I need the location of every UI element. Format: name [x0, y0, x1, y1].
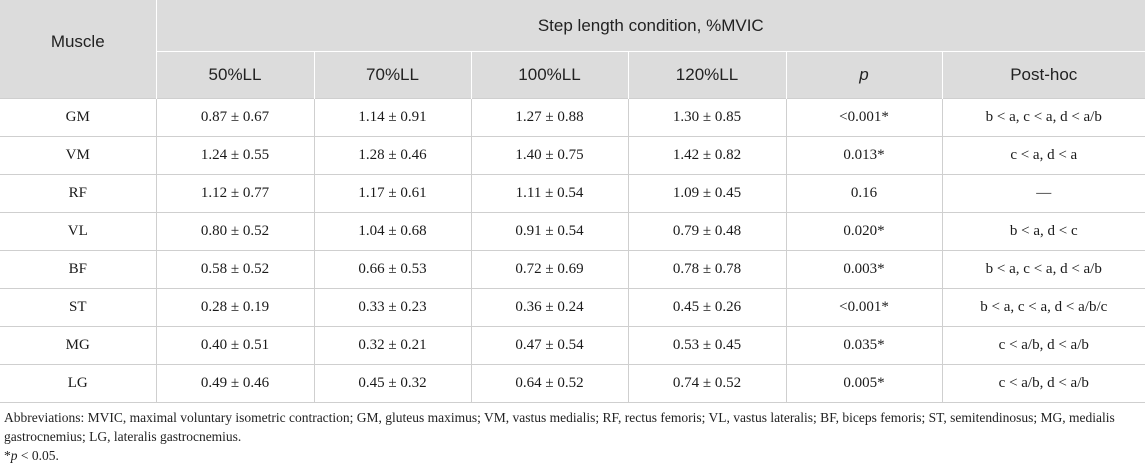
header-columns-row: 50%LL 70%LL 100%LL 120%LL p Post-hoc — [0, 51, 1145, 99]
cell-120ll: 1.30 ± 0.85 — [628, 98, 787, 137]
cell-muscle: MG — [0, 326, 157, 365]
cell-120ll: 0.74 ± 0.52 — [628, 364, 787, 403]
cell-70ll: 1.14 ± 0.91 — [314, 98, 472, 137]
cell-p: 0.035* — [786, 326, 943, 365]
table-header: Muscle Step length condition, %MVIC 50%L… — [0, 0, 1145, 99]
group-header-step-length: Step length condition, %MVIC — [156, 0, 1145, 52]
cell-100ll: 0.72 ± 0.69 — [471, 250, 629, 289]
results-table: Muscle Step length condition, %MVIC 50%L… — [0, 0, 1145, 403]
cell-posthoc: b < a, d < c — [942, 212, 1145, 251]
cell-50ll: 0.49 ± 0.46 — [156, 364, 315, 403]
cell-50ll: 0.40 ± 0.51 — [156, 326, 315, 365]
cell-posthoc: b < a, c < a, d < a/b — [942, 250, 1145, 289]
cell-posthoc: — — [942, 174, 1145, 213]
significance-star: * — [4, 448, 11, 463]
cell-50ll: 1.24 ± 0.55 — [156, 136, 315, 175]
table-row: MG 0.40 ± 0.51 0.32 ± 0.21 0.47 ± 0.54 0… — [0, 326, 1145, 365]
cell-muscle: GM — [0, 98, 157, 137]
column-header-p: p — [786, 51, 943, 99]
cell-muscle: ST — [0, 288, 157, 327]
cell-100ll: 0.64 ± 0.52 — [471, 364, 629, 403]
column-header-100ll: 100%LL — [471, 51, 629, 99]
column-header-70ll: 70%LL — [314, 51, 472, 99]
cell-70ll: 1.17 ± 0.61 — [314, 174, 472, 213]
table-row: ST 0.28 ± 0.19 0.33 ± 0.23 0.36 ± 0.24 0… — [0, 288, 1145, 327]
significance-threshold: < 0.05. — [17, 448, 59, 463]
cell-50ll: 0.28 ± 0.19 — [156, 288, 315, 327]
column-header-50ll: 50%LL — [156, 51, 315, 99]
table-row: VM 1.24 ± 0.55 1.28 ± 0.46 1.40 ± 0.75 1… — [0, 136, 1145, 175]
cell-p: <0.001* — [786, 98, 943, 137]
cell-70ll: 0.33 ± 0.23 — [314, 288, 472, 327]
cell-120ll: 1.42 ± 0.82 — [628, 136, 787, 175]
cell-p: <0.001* — [786, 288, 943, 327]
cell-p: 0.005* — [786, 364, 943, 403]
column-header-muscle: Muscle — [0, 0, 157, 99]
cell-100ll: 0.91 ± 0.54 — [471, 212, 629, 251]
cell-posthoc: c < a/b, d < a/b — [942, 326, 1145, 365]
cell-muscle: RF — [0, 174, 157, 213]
significance-note: *p < 0.05. — [4, 446, 1124, 465]
cell-muscle: VL — [0, 212, 157, 251]
table-row: RF 1.12 ± 0.77 1.17 ± 0.61 1.11 ± 0.54 1… — [0, 174, 1145, 213]
column-header-120ll: 120%LL — [628, 51, 787, 99]
cell-70ll: 0.45 ± 0.32 — [314, 364, 472, 403]
cell-70ll: 0.66 ± 0.53 — [314, 250, 472, 289]
cell-70ll: 0.32 ± 0.21 — [314, 326, 472, 365]
cell-50ll: 0.80 ± 0.52 — [156, 212, 315, 251]
cell-50ll: 0.87 ± 0.67 — [156, 98, 315, 137]
cell-70ll: 1.04 ± 0.68 — [314, 212, 472, 251]
cell-posthoc: c < a/b, d < a/b — [942, 364, 1145, 403]
cell-100ll: 0.47 ± 0.54 — [471, 326, 629, 365]
cell-posthoc: c < a, d < a — [942, 136, 1145, 175]
cell-50ll: 1.12 ± 0.77 — [156, 174, 315, 213]
column-header-posthoc: Post-hoc — [942, 51, 1145, 99]
table-row: LG 0.49 ± 0.46 0.45 ± 0.32 0.64 ± 0.52 0… — [0, 364, 1145, 403]
cell-p: 0.020* — [786, 212, 943, 251]
table-row: BF 0.58 ± 0.52 0.66 ± 0.53 0.72 ± 0.69 0… — [0, 250, 1145, 289]
table-footnotes: Abbreviations: MVIC, maximal voluntary i… — [0, 403, 1128, 465]
cell-muscle: LG — [0, 364, 157, 403]
cell-120ll: 0.78 ± 0.78 — [628, 250, 787, 289]
cell-posthoc: b < a, c < a, d < a/b — [942, 98, 1145, 137]
table-body: GM 0.87 ± 0.67 1.14 ± 0.91 1.27 ± 0.88 1… — [0, 98, 1145, 403]
table-row: GM 0.87 ± 0.67 1.14 ± 0.91 1.27 ± 0.88 1… — [0, 98, 1145, 137]
cell-100ll: 1.27 ± 0.88 — [471, 98, 629, 137]
cell-70ll: 1.28 ± 0.46 — [314, 136, 472, 175]
cell-muscle: BF — [0, 250, 157, 289]
significance-p: p — [10, 448, 18, 463]
cell-p: 0.003* — [786, 250, 943, 289]
cell-50ll: 0.58 ± 0.52 — [156, 250, 315, 289]
cell-posthoc: b < a, c < a, d < a/b/c — [942, 288, 1145, 327]
cell-100ll: 1.40 ± 0.75 — [471, 136, 629, 175]
cell-p: 0.16 — [786, 174, 943, 213]
abbreviations-note: Abbreviations: MVIC, maximal voluntary i… — [4, 410, 1115, 444]
cell-120ll: 0.53 ± 0.45 — [628, 326, 787, 365]
cell-p: 0.013* — [786, 136, 943, 175]
table-row: VL 0.80 ± 0.52 1.04 ± 0.68 0.91 ± 0.54 0… — [0, 212, 1145, 251]
cell-120ll: 0.79 ± 0.48 — [628, 212, 787, 251]
cell-100ll: 1.11 ± 0.54 — [471, 174, 629, 213]
cell-120ll: 0.45 ± 0.26 — [628, 288, 787, 327]
cell-120ll: 1.09 ± 0.45 — [628, 174, 787, 213]
cell-muscle: VM — [0, 136, 157, 175]
header-group-row: Muscle Step length condition, %MVIC — [0, 0, 1145, 99]
cell-100ll: 0.36 ± 0.24 — [471, 288, 629, 327]
